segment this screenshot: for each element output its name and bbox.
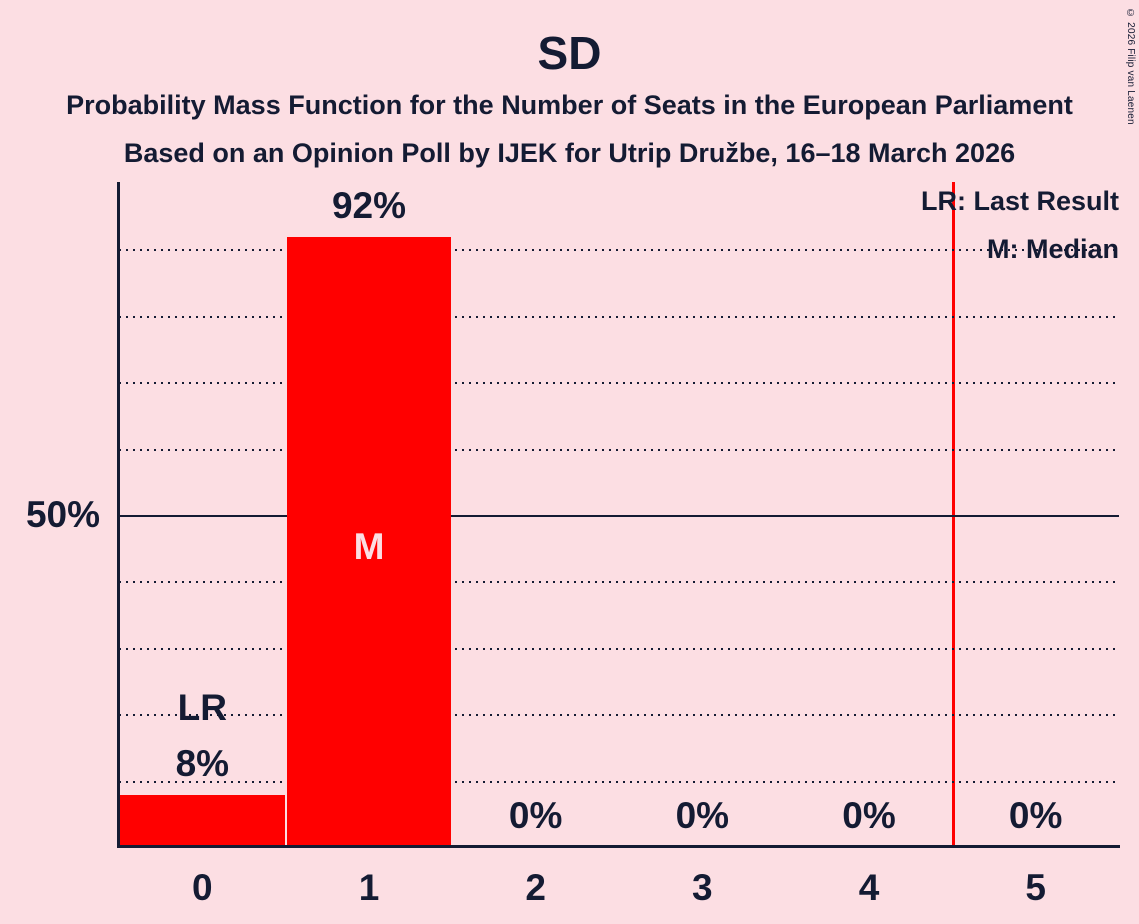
gridline-20pct: [119, 714, 1119, 717]
copyright-text: © 2026 Filip van Laenen: [1125, 8, 1136, 125]
x-tick-label-0: 0: [192, 867, 213, 908]
y-axis-50-percent-label: 50%: [25, 494, 100, 536]
value-label-2: 0%: [508, 795, 563, 836]
bar-seats-0: [120, 794, 285, 848]
x-axis-line: [117, 845, 1120, 848]
chart-subtitle-line1: Probability Mass Function for the Number…: [66, 90, 1073, 120]
value-label-5: 0%: [1008, 795, 1063, 836]
gridline-80pct: [119, 315, 1119, 318]
value-label-1: 92%: [331, 185, 407, 227]
x-tick-label-1: 1: [358, 867, 380, 908]
x-tick-label-2: 2: [525, 867, 546, 908]
bar-seats-1: [286, 237, 452, 848]
value-label-3: 0%: [675, 795, 730, 836]
gridline-90pct: [119, 249, 1119, 252]
last-result-text-label: LR: [177, 686, 227, 728]
value-label-4: 0%: [842, 795, 896, 836]
chart-subtitle-line2: Based on an Opinion Poll by IJEK for Utr…: [123, 138, 1016, 168]
y-axis-line: [117, 182, 120, 848]
gridline-30pct: [119, 647, 1119, 650]
chart-title: SD: [537, 27, 602, 79]
median-marker-label: M: [353, 526, 385, 567]
plot-area: 8% 92% 0% 0% 0% 0% LR M: [119, 182, 1119, 848]
gridline-40pct: [119, 581, 1119, 584]
x-tick-label-4: 4: [858, 867, 880, 908]
x-tick-label-5: 5: [1025, 867, 1046, 908]
gridline-50pct-solid: [119, 515, 1119, 517]
value-label-0: 8%: [175, 742, 230, 784]
gridline-60pct: [119, 448, 1119, 451]
gridline-10pct: [119, 780, 1119, 783]
x-tick-label-3: 3: [692, 867, 713, 908]
legend-last-result: LR: Last Result: [920, 186, 1119, 216]
gridline-70pct: [119, 382, 1119, 385]
legend-median: M: Median: [987, 234, 1119, 264]
